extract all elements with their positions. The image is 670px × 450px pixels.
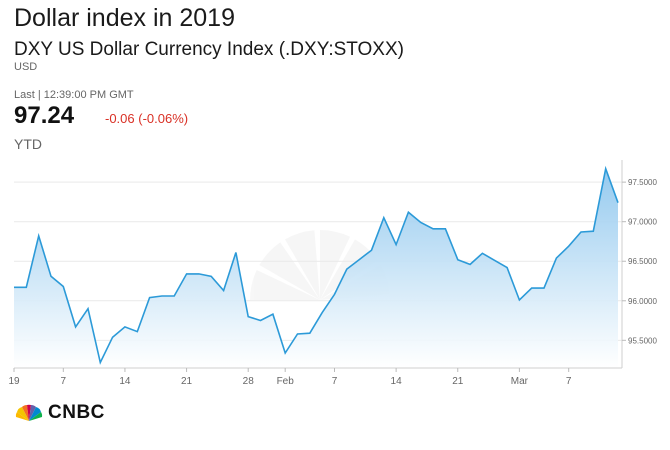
chart-title: Dollar index in 2019: [14, 4, 235, 32]
instrument-name: DXY US Dollar Currency Index (.DXY:STOXX…: [14, 39, 404, 60]
x-tick-label: 7: [566, 376, 572, 387]
x-tick-label: 14: [391, 376, 403, 387]
x-tick-label: 19: [8, 376, 20, 387]
x-tick-label: 14: [119, 376, 131, 387]
x-tick-label: 28: [243, 376, 255, 387]
watermark-feather: [285, 230, 320, 300]
price-area: [14, 168, 618, 368]
watermark-feather: [259, 242, 320, 300]
y-tick-label: 96.0000: [628, 297, 657, 306]
x-tick-label: 7: [332, 376, 338, 387]
last-price: 97.24: [14, 102, 75, 129]
y-tick-label: 97.0000: [628, 218, 657, 227]
price-chart: 95.5000 96.0000 96.5000 97.0000 97.5000 19 7 1…: [8, 160, 657, 387]
last-update-time: Last | 12:39:00 PM GMT: [14, 89, 134, 101]
x-tick-label: 21: [181, 376, 193, 387]
x-tick-label: 21: [452, 376, 464, 387]
y-tick-label: 95.5000: [628, 336, 657, 345]
period-label: YTD: [14, 136, 42, 152]
currency-label: USD: [14, 61, 38, 73]
watermark-feather: [320, 230, 351, 300]
cnbc-logo-text: CNBC: [48, 402, 105, 423]
price-change: -0.06 (-0.06%): [105, 111, 189, 126]
y-tick-label: 96.5000: [628, 257, 657, 266]
y-tick-label: 97.5000: [628, 178, 657, 187]
cnbc-logo: CNBC: [14, 402, 105, 424]
x-tick-label: Feb: [277, 376, 295, 387]
price-line: [14, 165, 619, 365]
peacock-icon: [15, 404, 43, 421]
x-tick-label: Mar: [511, 376, 529, 387]
watermark-feather: [250, 269, 320, 300]
x-tick-label: 7: [61, 376, 67, 387]
